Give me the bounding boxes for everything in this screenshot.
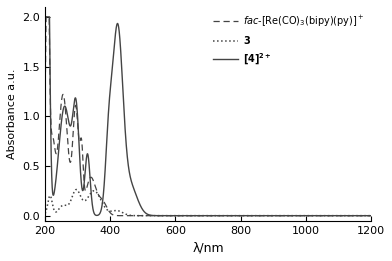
Y-axis label: Absorbance a.u.: Absorbance a.u.: [7, 69, 17, 159]
Legend: $\it{fac}$-[Re(CO)$_3$(bipy)(py)]$^+$, $\mathbf{3}$, $\mathbf{[4]^{2+}}$: $\it{fac}$-[Re(CO)$_3$(bipy)(py)]$^+$, $…: [210, 10, 368, 71]
X-axis label: λ/nm: λ/nm: [192, 241, 224, 254]
